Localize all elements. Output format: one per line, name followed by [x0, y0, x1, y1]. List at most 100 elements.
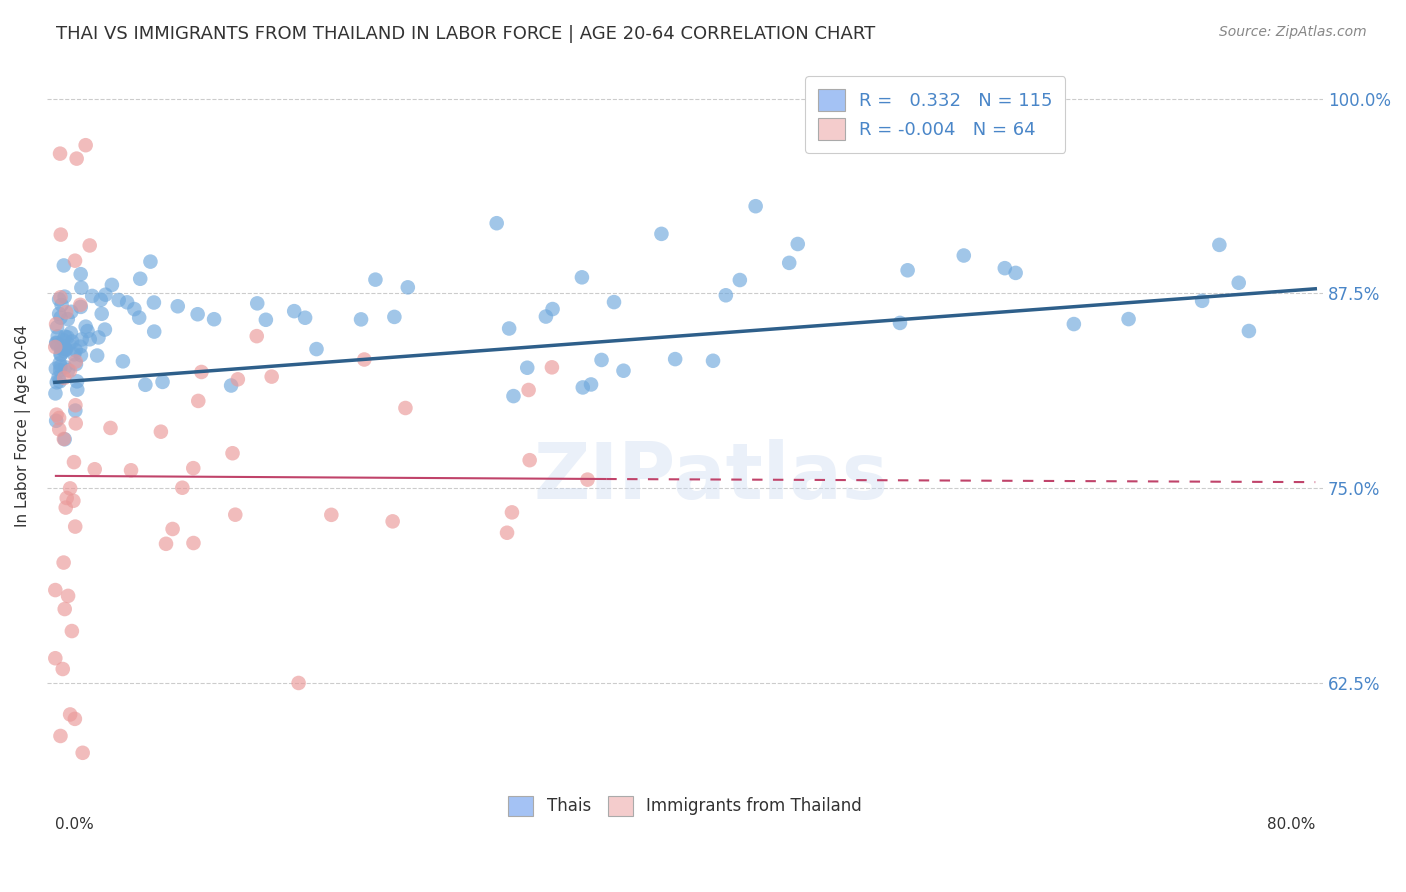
- Point: [52, 259, 75, 273]
- Point: [1004, 266, 1026, 280]
- Point: [69, 298, 91, 312]
- Point: [48, 356, 70, 370]
- Point: [45, 317, 67, 331]
- Point: [65, 398, 87, 412]
- Point: [44, 583, 66, 598]
- Point: [52, 432, 75, 446]
- Point: [48, 293, 70, 307]
- Point: [53, 343, 76, 358]
- Point: [246, 296, 269, 310]
- Point: [48, 422, 70, 436]
- Point: [75, 319, 97, 334]
- Point: [49, 359, 72, 374]
- Point: [48, 307, 70, 321]
- Point: [579, 377, 602, 392]
- Point: [70, 348, 93, 362]
- Point: [111, 354, 134, 368]
- Point: [49, 347, 72, 361]
- Point: [107, 293, 129, 307]
- Point: [59, 482, 82, 496]
- Point: [69, 340, 91, 354]
- Point: [86, 349, 108, 363]
- Point: [187, 307, 209, 321]
- Point: [382, 310, 405, 324]
- Point: [69, 267, 91, 281]
- Point: [381, 514, 404, 528]
- Point: [55, 342, 77, 356]
- Point: [70, 281, 93, 295]
- Point: [75, 138, 97, 153]
- Point: [51, 342, 73, 356]
- Point: [101, 277, 124, 292]
- Point: [498, 321, 520, 335]
- Point: [603, 295, 626, 310]
- Point: [45, 414, 67, 428]
- Point: [321, 508, 343, 522]
- Point: [52, 662, 75, 676]
- Point: [226, 372, 249, 386]
- Point: [254, 312, 277, 326]
- Point: [60, 334, 83, 349]
- Point: [485, 216, 508, 230]
- Point: [502, 389, 524, 403]
- Point: [49, 227, 72, 242]
- Point: [83, 462, 105, 476]
- Point: [143, 325, 166, 339]
- Point: [152, 375, 174, 389]
- Point: [51, 298, 73, 312]
- Point: [219, 378, 242, 392]
- Point: [60, 624, 83, 638]
- Point: [62, 493, 84, 508]
- Point: [612, 364, 634, 378]
- Point: [79, 238, 101, 252]
- Point: [305, 342, 328, 356]
- Point: [517, 383, 540, 397]
- Point: [166, 299, 188, 313]
- Point: [778, 256, 800, 270]
- Point: [246, 329, 269, 343]
- Point: [55, 305, 77, 319]
- Text: THAI VS IMMIGRANTS FROM THAILAND IN LABOR FORCE | AGE 20-64 CORRELATION CHART: THAI VS IMMIGRANTS FROM THAILAND IN LABO…: [56, 25, 876, 43]
- Point: [1227, 276, 1250, 290]
- Point: [65, 357, 87, 371]
- Point: [364, 272, 387, 286]
- Point: [142, 295, 165, 310]
- Point: [889, 316, 911, 330]
- Point: [952, 248, 974, 262]
- Point: [571, 380, 593, 394]
- Point: [53, 602, 76, 616]
- Point: [55, 491, 77, 505]
- Text: ZIPatlas: ZIPatlas: [533, 439, 889, 516]
- Point: [1208, 238, 1230, 252]
- Point: [162, 522, 184, 536]
- Point: [139, 254, 162, 268]
- Point: [59, 326, 82, 340]
- Point: [56, 589, 79, 603]
- Point: [53, 371, 76, 385]
- Point: [90, 293, 112, 307]
- Point: [181, 461, 204, 475]
- Point: [56, 330, 79, 344]
- Point: [224, 508, 246, 522]
- Point: [394, 401, 416, 415]
- Point: [172, 481, 194, 495]
- Point: [115, 295, 138, 310]
- Text: Source: ZipAtlas.com: Source: ZipAtlas.com: [1219, 25, 1367, 39]
- Point: [1237, 324, 1260, 338]
- Point: [72, 746, 94, 760]
- Point: [501, 505, 523, 519]
- Point: [87, 330, 110, 344]
- Point: [1118, 312, 1140, 326]
- Point: [202, 312, 225, 326]
- Point: [396, 280, 419, 294]
- Point: [124, 302, 146, 317]
- Point: [221, 446, 243, 460]
- Point: [63, 455, 86, 469]
- Point: [94, 322, 117, 336]
- Point: [187, 393, 209, 408]
- Point: [897, 263, 920, 277]
- Point: [149, 425, 172, 439]
- Point: [63, 519, 86, 533]
- Point: [44, 651, 66, 665]
- Point: [53, 432, 76, 446]
